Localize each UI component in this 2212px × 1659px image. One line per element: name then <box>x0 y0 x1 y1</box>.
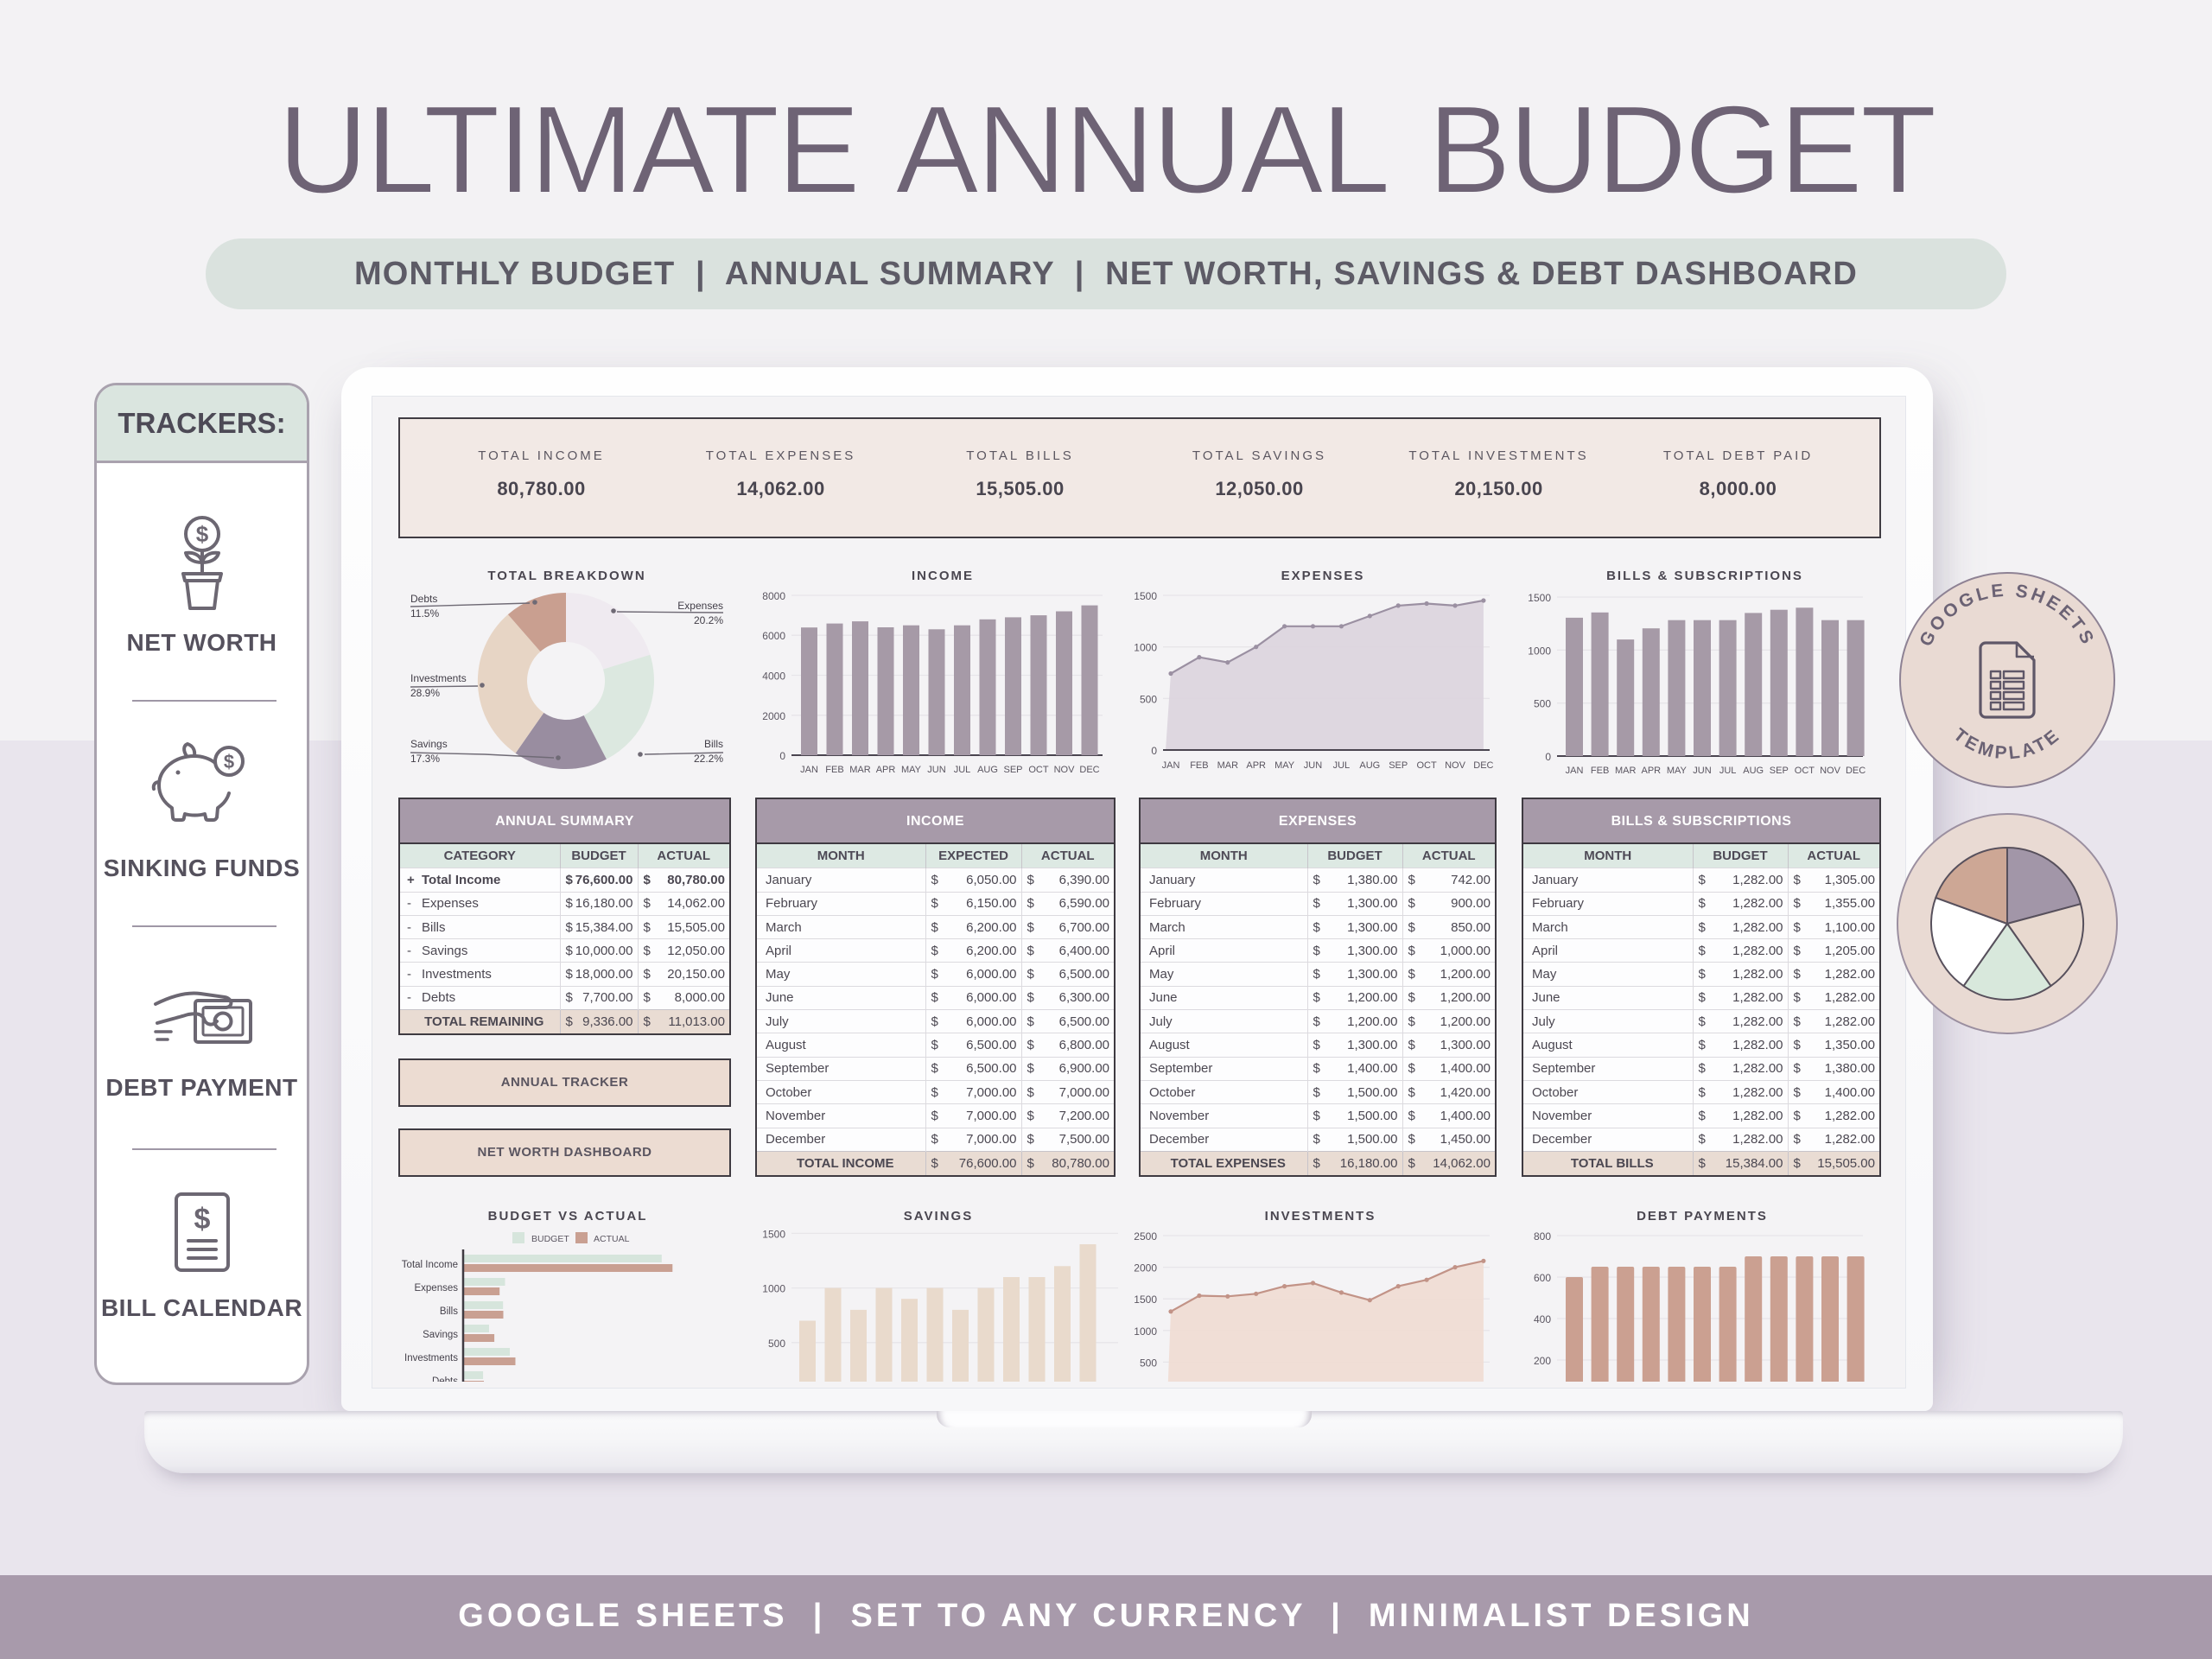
svg-text:1000: 1000 <box>1134 642 1157 654</box>
svg-text:OCT: OCT <box>1795 766 1815 776</box>
svg-text:Bills: Bills <box>440 1306 458 1317</box>
svg-text:$: $ <box>195 521 208 547</box>
svg-text:NOV: NOV <box>1820 766 1841 776</box>
svg-text:17.3%: 17.3% <box>410 753 440 765</box>
svg-text:JUN: JUN <box>1693 766 1711 776</box>
svg-text:500: 500 <box>1140 693 1157 705</box>
svg-text:APR: APR <box>876 765 896 775</box>
svg-text:0: 0 <box>1545 751 1551 763</box>
svg-text:20.2%: 20.2% <box>694 614 723 626</box>
svg-text:1500: 1500 <box>1134 590 1157 602</box>
svg-text:Debts: Debts <box>432 1376 458 1382</box>
svg-text:JAN: JAN <box>800 765 818 775</box>
svg-text:1000: 1000 <box>1134 1325 1157 1338</box>
svg-text:MAR: MAR <box>1615 766 1637 776</box>
svg-text:SEP: SEP <box>1003 765 1022 775</box>
svg-text:JUL: JUL <box>1719 766 1737 776</box>
svg-text:NOV: NOV <box>1054 765 1076 775</box>
svg-text:22.2%: 22.2% <box>694 753 723 765</box>
svg-text:APR: APR <box>1246 760 1266 771</box>
svg-text:FEB: FEB <box>1591 766 1609 776</box>
svg-text:Debts: Debts <box>410 593 437 605</box>
svg-text:JUN: JUN <box>1304 760 1322 771</box>
svg-text:APR: APR <box>1641 766 1661 776</box>
svg-text:1500: 1500 <box>762 1228 785 1240</box>
svg-text:1500: 1500 <box>1528 592 1551 604</box>
svg-text:JAN: JAN <box>1566 766 1584 776</box>
svg-text:400: 400 <box>1534 1313 1551 1325</box>
svg-text:BUDGET: BUDGET <box>531 1234 569 1244</box>
svg-text:FEB: FEB <box>1190 760 1208 771</box>
svg-text:8000: 8000 <box>762 590 785 602</box>
svg-text:NOV: NOV <box>1445 760 1466 771</box>
svg-text:800: 800 <box>1534 1230 1551 1243</box>
svg-text:DEC: DEC <box>1473 760 1493 771</box>
svg-text:OCT: OCT <box>1028 765 1049 775</box>
svg-text:2500: 2500 <box>1134 1230 1157 1243</box>
svg-text:MAY: MAY <box>1667 766 1688 776</box>
svg-text:FEB: FEB <box>825 765 843 775</box>
svg-text:Investments: Investments <box>410 672 467 684</box>
svg-text:500: 500 <box>1140 1357 1157 1369</box>
svg-text:SEP: SEP <box>1770 766 1789 776</box>
svg-text:6000: 6000 <box>762 630 785 642</box>
svg-text:1000: 1000 <box>1528 645 1551 657</box>
svg-text:Savings: Savings <box>423 1330 458 1340</box>
svg-text:MAY: MAY <box>901 765 922 775</box>
svg-text:Expenses: Expenses <box>414 1283 458 1294</box>
svg-text:AUG: AUG <box>1359 760 1380 771</box>
svg-text:Bills: Bills <box>704 738 723 750</box>
svg-text:500: 500 <box>1534 698 1551 710</box>
svg-text:1000: 1000 <box>762 1283 785 1295</box>
svg-text:JAN: JAN <box>1162 760 1180 771</box>
svg-text:0: 0 <box>779 750 785 762</box>
svg-text:200: 200 <box>1534 1355 1551 1367</box>
svg-text:MAY: MAY <box>1274 760 1295 771</box>
svg-text:500: 500 <box>768 1338 785 1350</box>
svg-text:0: 0 <box>1151 745 1157 757</box>
svg-text:JUL: JUL <box>954 765 971 775</box>
svg-text:1500: 1500 <box>1134 1294 1157 1306</box>
svg-text:SEP: SEP <box>1389 760 1408 771</box>
svg-text:2000: 2000 <box>1134 1262 1157 1274</box>
svg-text:11.5%: 11.5% <box>410 607 439 620</box>
svg-text:Investments: Investments <box>404 1353 458 1363</box>
svg-text:2000: 2000 <box>762 710 785 722</box>
svg-text:28.9%: 28.9% <box>410 687 440 699</box>
svg-text:Total Income: Total Income <box>402 1260 458 1270</box>
svg-text:MAR: MAR <box>849 765 871 775</box>
svg-text:$: $ <box>194 1203 210 1236</box>
svg-text:MAR: MAR <box>1217 760 1239 771</box>
svg-text:DEC: DEC <box>1079 765 1099 775</box>
svg-text:AUG: AUG <box>1743 766 1764 776</box>
svg-text:JUL: JUL <box>1333 760 1351 771</box>
svg-text:ACTUAL: ACTUAL <box>594 1234 630 1244</box>
svg-text:AUG: AUG <box>977 765 998 775</box>
svg-text:4000: 4000 <box>762 671 785 683</box>
svg-text:Expenses: Expenses <box>677 600 723 612</box>
svg-text:DEC: DEC <box>1846 766 1866 776</box>
svg-text:JUN: JUN <box>927 765 945 775</box>
svg-text:Savings: Savings <box>410 738 448 750</box>
svg-text:$: $ <box>223 751 233 772</box>
svg-text:OCT: OCT <box>1416 760 1437 771</box>
svg-text:600: 600 <box>1534 1272 1551 1284</box>
